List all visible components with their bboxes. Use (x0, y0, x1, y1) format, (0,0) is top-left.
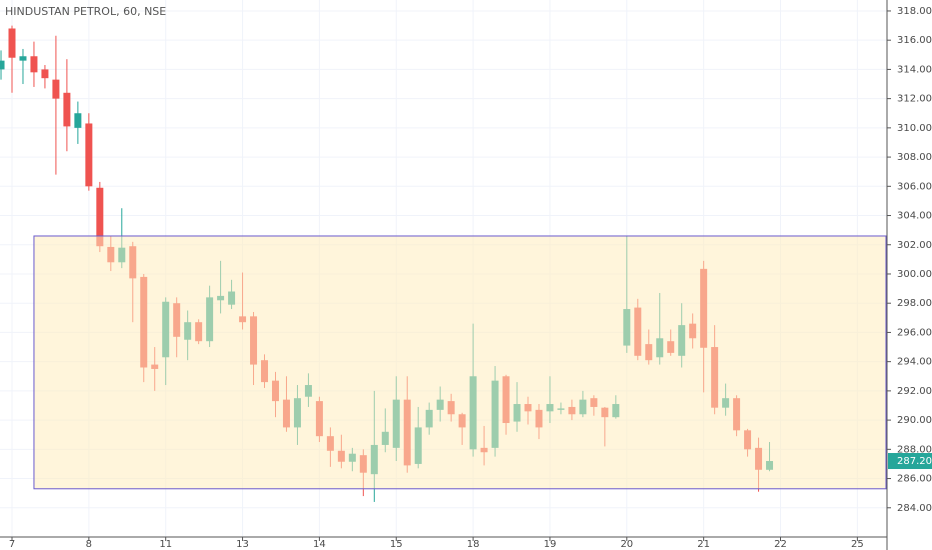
y-tick-label: 304.00 (897, 211, 932, 222)
x-tick-label: 7 (9, 539, 15, 550)
x-tick-label: 11 (159, 539, 172, 550)
candle-body (63, 92, 71, 127)
y-tick-label: 314.00 (897, 64, 932, 75)
y-tick-label: 288.00 (897, 444, 932, 455)
x-tick-label: 15 (390, 539, 403, 550)
candle-body (0, 60, 5, 70)
x-tick-label: 25 (851, 539, 864, 550)
y-tick-label: 286.00 (897, 474, 932, 485)
x-tick-label: 21 (697, 539, 710, 550)
last-price-box (888, 453, 932, 470)
candle-body (85, 123, 93, 187)
y-tick-label: 308.00 (897, 152, 932, 163)
candle-body (96, 187, 104, 247)
y-tick-label: 306.00 (897, 181, 932, 192)
last-price-label: 287.20 (897, 456, 932, 467)
y-tick-label: 284.00 (897, 503, 932, 514)
candle-body (52, 79, 60, 99)
y-tick-label: 310.00 (897, 123, 932, 134)
x-tick-label: 19 (544, 539, 557, 550)
y-tick-label: 302.00 (897, 240, 932, 251)
chart-title: HINDUSTAN PETROL, 60, NSE (5, 5, 166, 18)
y-tick-label: 316.00 (897, 35, 932, 46)
x-tick-label: 14 (313, 539, 326, 550)
candle-body (41, 69, 49, 79)
candle-body (74, 113, 82, 128)
candle-body (8, 28, 16, 58)
y-tick-label: 294.00 (897, 357, 932, 368)
y-tick-label: 312.00 (897, 94, 932, 105)
candle-body (19, 56, 27, 61)
x-tick-label: 8 (86, 539, 92, 550)
y-tick-label: 296.00 (897, 327, 932, 338)
y-tick-label: 300.00 (897, 269, 932, 280)
y-tick-label: 290.00 (897, 415, 932, 426)
y-tick-label: 318.00 (897, 6, 932, 17)
x-tick-label: 20 (620, 539, 633, 550)
y-tick-label: 298.00 (897, 298, 932, 309)
overlay (33, 235, 887, 490)
zone (33, 235, 887, 490)
y-tick-label: 292.00 (897, 386, 932, 397)
candle-body (30, 56, 38, 73)
x-tick-label: 13 (236, 539, 249, 550)
x-tick-label: 18 (467, 539, 480, 550)
x-tick-label: 22 (774, 539, 787, 550)
